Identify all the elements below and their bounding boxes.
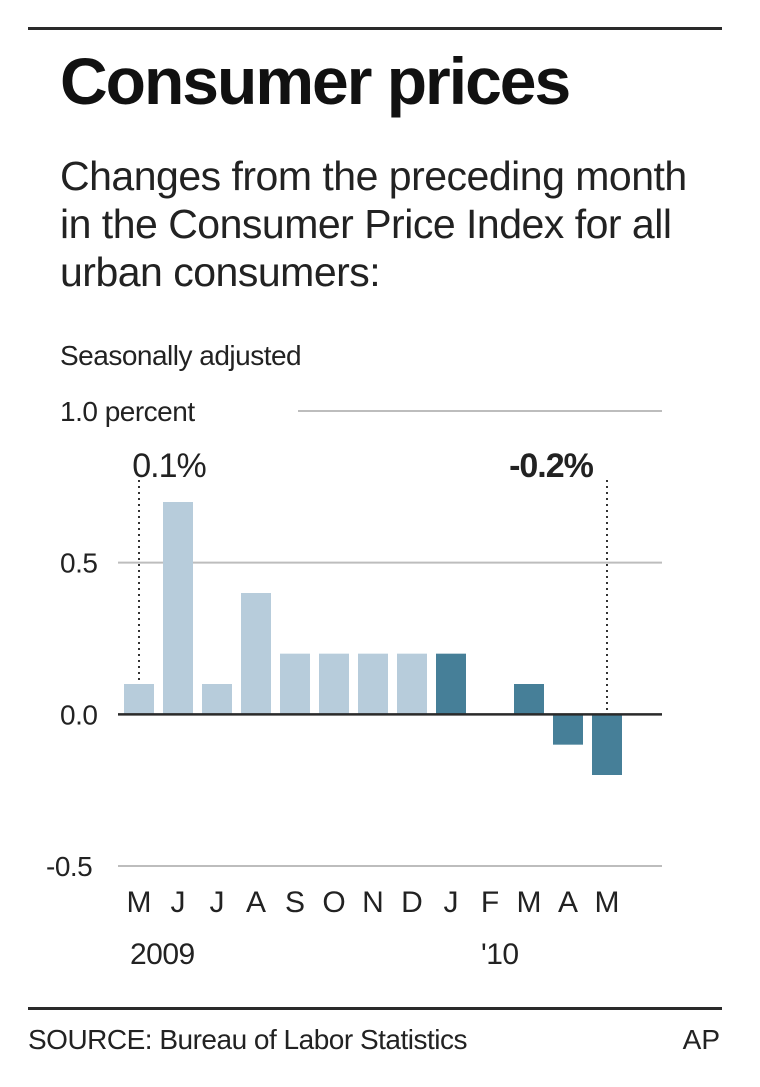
bottom-rule [28, 1007, 722, 1010]
ap-credit: AP [682, 1024, 720, 1055]
x-tick-label: M [127, 886, 152, 919]
bar [319, 653, 349, 715]
annotation-label: -0.2% [509, 447, 594, 485]
source-line: SOURCE: Bureau of Labor Statistics [28, 1024, 467, 1055]
x-tick-label: A [558, 886, 578, 919]
x-tick-label: S [285, 886, 305, 919]
y-tick-label: 0.0 [60, 699, 97, 730]
annotation-label: 0.1% [132, 447, 206, 485]
x-tick-label: M [517, 886, 542, 919]
x-tick-label: J [171, 886, 186, 919]
x-tick-label: O [322, 886, 345, 919]
seasonal-note: Seasonally adjusted [60, 340, 302, 371]
bar [241, 593, 271, 715]
y-tick-label: 0.5 [60, 548, 97, 579]
x-tick-label: J [444, 886, 459, 919]
x-tick-label: M [595, 886, 620, 919]
y-tick-label: -0.5 [46, 851, 92, 882]
chart-subtitle: Changes from the preceding month in the … [60, 153, 687, 295]
year-label: 2009 [130, 938, 195, 971]
top-rule [28, 27, 722, 30]
bar [280, 653, 310, 715]
x-tick-label: A [246, 886, 266, 919]
year-label: '10 [481, 938, 519, 971]
bar [358, 653, 388, 715]
chart-title: Consumer prices [60, 44, 571, 118]
bar [592, 714, 622, 775]
x-tick-label: N [362, 886, 384, 919]
bar [436, 653, 466, 715]
bar [163, 502, 193, 715]
y-tick-label: 1.0 percent [60, 396, 195, 427]
bar [397, 653, 427, 715]
x-tick-label: F [481, 886, 499, 919]
bar [124, 684, 154, 715]
bar [553, 714, 583, 745]
bar [202, 684, 232, 715]
bar [514, 684, 544, 715]
x-tick-label: J [210, 886, 225, 919]
x-tick-label: D [401, 886, 423, 919]
